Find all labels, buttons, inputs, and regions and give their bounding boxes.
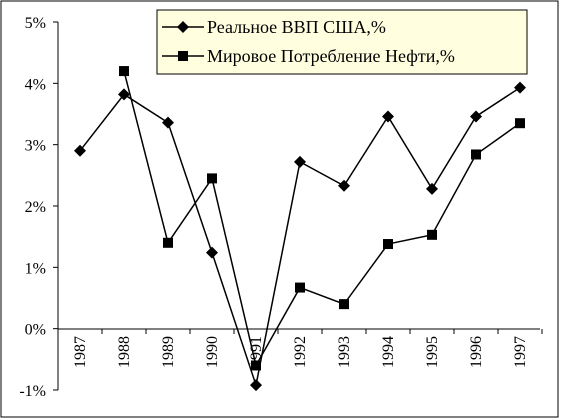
data-point-diamond: [118, 88, 130, 101]
data-point-square: [295, 282, 305, 293]
y-ticks: 5% 4% 3% 2% 1% 0% -1%: [19, 15, 58, 400]
legend-marker-oil: [178, 51, 188, 61]
x-tick-label: 1997: [512, 336, 529, 368]
y-tick-label: 2%: [25, 199, 46, 216]
data-point-square: [119, 66, 129, 77]
x-tick-label: 1992: [292, 336, 309, 368]
y-tick-label: 4%: [25, 76, 46, 93]
data-point-diamond: [514, 81, 526, 94]
data-point-diamond: [338, 179, 350, 192]
data-point-diamond: [426, 182, 438, 195]
series-markers: [74, 66, 526, 392]
x-ticks: 1987 1988 1989 1990 1991 1992 1993 1994 1995 1996…: [57, 329, 543, 368]
data-point-diamond: [162, 116, 174, 129]
data-point-square: [515, 118, 525, 129]
x-tick-label: 1987: [72, 336, 89, 368]
data-point-diamond: [206, 246, 218, 259]
x-tick-label: 1996: [468, 336, 485, 368]
data-point-diamond: [382, 110, 394, 123]
x-tick-label: 1995: [424, 336, 441, 368]
y-tick-label: 3%: [25, 138, 46, 155]
legend-marker-gdp: [177, 21, 189, 33]
y-tick-label: 1%: [25, 260, 46, 277]
legend: Реальное ВВП США,% Мировое Потребление Н…: [156, 9, 528, 75]
x-tick-label: 1990: [204, 336, 221, 368]
data-point-diamond: [74, 144, 86, 157]
data-point-diamond: [294, 155, 306, 168]
y-tick-label: 0%: [25, 322, 46, 339]
x-tick-label: 1994: [380, 336, 397, 368]
y-tick-label: -1%: [19, 383, 46, 400]
data-point-square: [471, 149, 481, 160]
data-point-diamond: [250, 379, 262, 392]
data-point-square: [427, 229, 437, 240]
data-point-diamond: [470, 110, 482, 123]
x-tick-label: 1993: [336, 336, 353, 368]
data-point-square: [163, 237, 173, 248]
data-point-square: [207, 173, 217, 184]
data-point-square: [383, 239, 393, 250]
y-tick-label: 5%: [25, 15, 46, 32]
x-tick-label: 1988: [116, 336, 133, 368]
legend-box: [156, 9, 528, 75]
x-tick-label: 1989: [160, 336, 177, 368]
data-point-square: [251, 360, 261, 371]
legend-label-gdp: Реальное ВВП США,%: [207, 17, 386, 37]
series-line-1: [123, 70, 521, 368]
legend-label-oil: Мировое Потребление Нефти,%: [207, 46, 455, 66]
data-point-square: [339, 299, 349, 310]
